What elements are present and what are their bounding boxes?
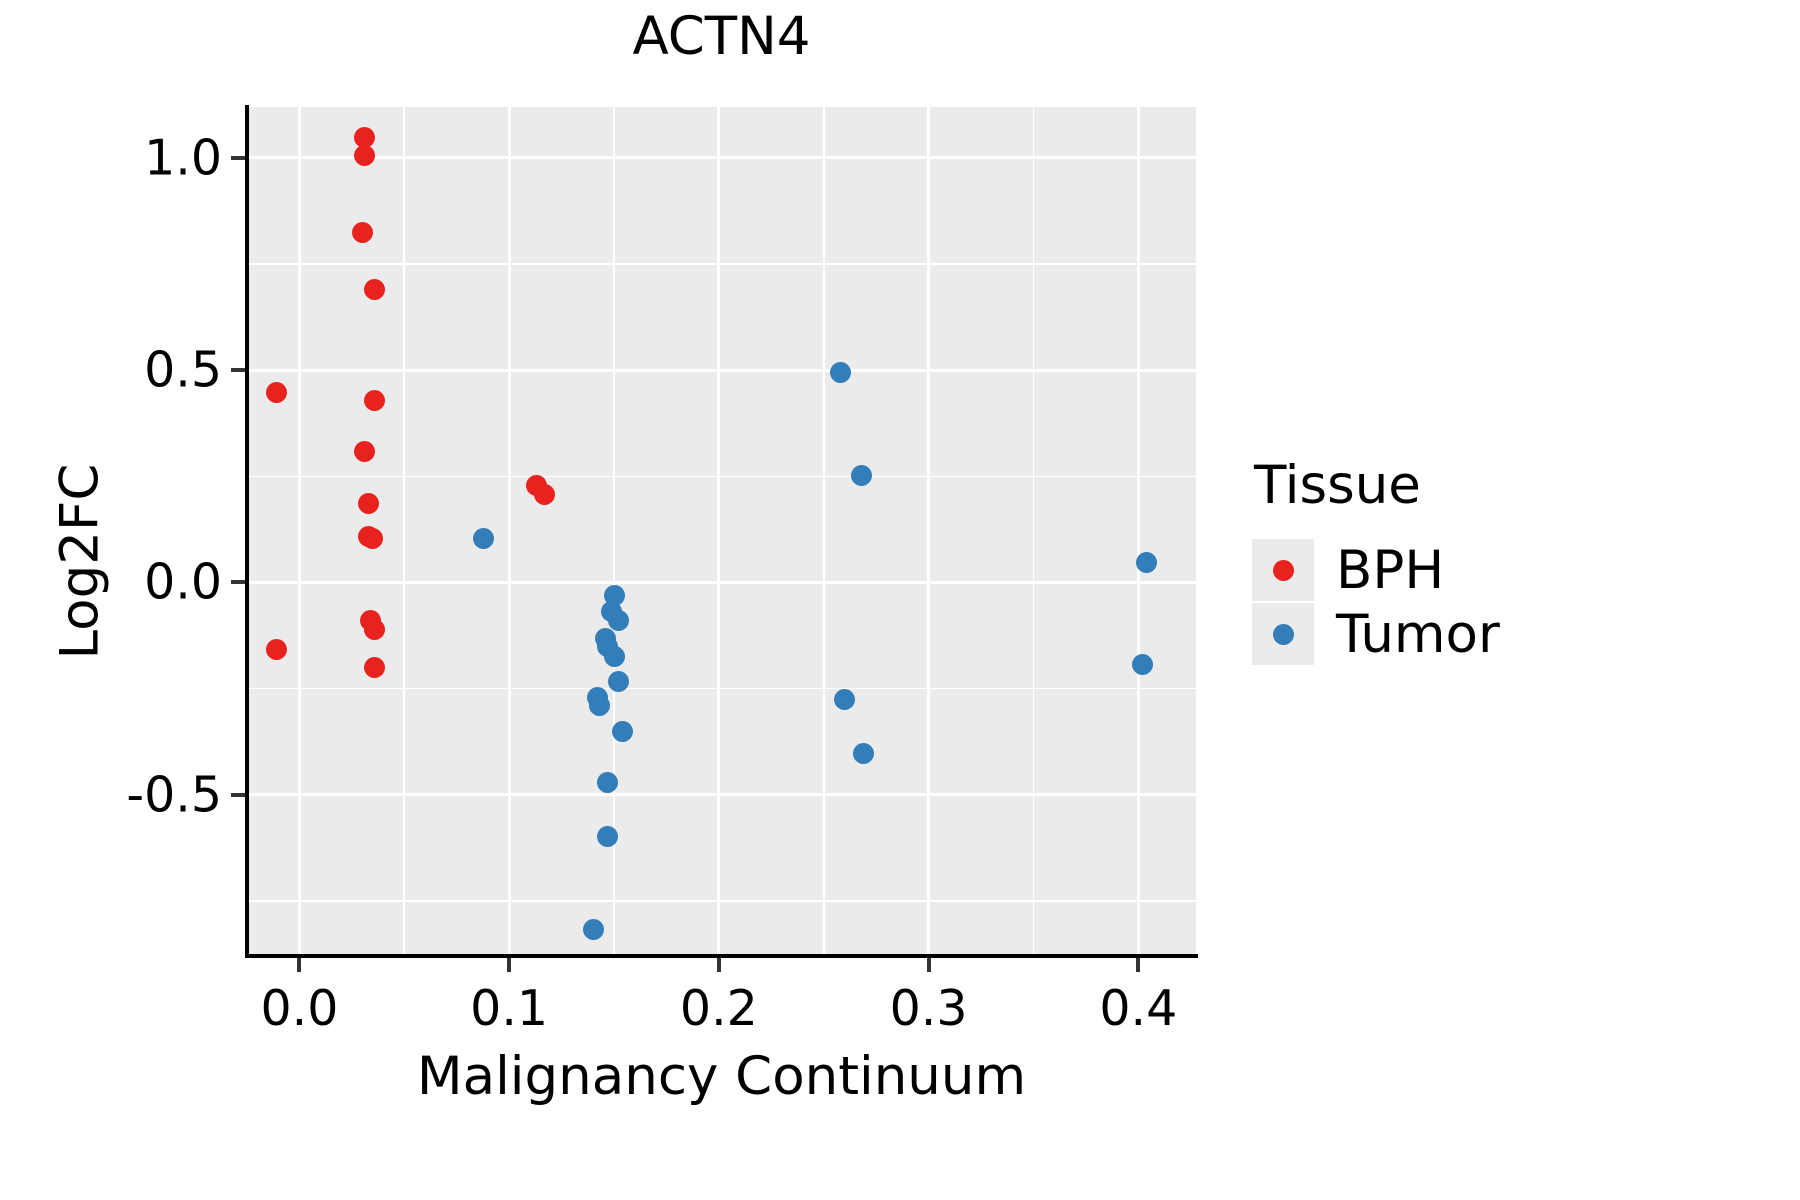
gridline-horizontal-minor: [247, 900, 1196, 902]
gridline-horizontal-major: [247, 793, 1196, 797]
legend-label: Tumor: [1336, 603, 1500, 665]
data-point-tumor: [1132, 653, 1154, 675]
legend-dot-icon: [1272, 623, 1294, 645]
data-point-tumor: [582, 919, 604, 941]
gridline-horizontal-minor: [247, 263, 1196, 265]
data-point-tumor: [834, 688, 856, 710]
x-axis-line: [245, 954, 1198, 958]
gridline-vertical-major: [717, 107, 721, 956]
gridline-horizontal-major: [247, 580, 1196, 584]
data-point-tumor: [473, 527, 495, 549]
y-tick-mark: [231, 792, 245, 797]
x-tick-mark: [507, 958, 512, 972]
data-point-bph: [534, 484, 556, 506]
y-axis-title: Log2FC: [49, 463, 111, 660]
data-point-tumor: [830, 362, 852, 384]
legend-item-bph[interactable]: BPH: [1252, 538, 1732, 602]
x-tick-label: 0.1: [470, 980, 549, 1037]
gridline-horizontal-minor: [247, 475, 1196, 478]
data-point-bph: [358, 492, 380, 514]
data-point-tumor: [1136, 552, 1158, 574]
x-tick-label: 0.3: [889, 980, 968, 1037]
data-point-bph: [265, 381, 287, 403]
y-tick-mark: [231, 155, 245, 160]
gridline-vertical-minor: [822, 107, 825, 956]
gridline-vertical-minor: [403, 107, 406, 956]
y-tick-label: 0.0: [144, 553, 222, 611]
legend: Tissue BPH Tumor: [1252, 455, 1732, 666]
gridline-horizontal-major: [247, 368, 1196, 372]
data-point-bph: [265, 638, 287, 660]
data-point-bph: [353, 127, 375, 149]
data-point-tumor: [853, 742, 875, 764]
data-point-tumor: [597, 772, 619, 794]
chart-title: ACTN4: [632, 6, 811, 67]
y-tick-label: 0.5: [144, 341, 222, 399]
x-tick-mark: [1136, 958, 1141, 972]
y-tick-mark: [231, 580, 245, 585]
data-point-tumor: [607, 670, 629, 692]
data-point-bph: [353, 145, 375, 167]
legend-key-swatch: [1252, 539, 1314, 601]
data-point-tumor: [603, 584, 625, 606]
x-tick-label: 0.2: [679, 980, 758, 1037]
data-point-bph: [351, 221, 373, 243]
x-tick-mark: [716, 958, 721, 972]
x-tick-label: 0.4: [1099, 980, 1178, 1037]
legend-key-swatch: [1252, 603, 1314, 665]
gridline-vertical-major: [927, 107, 931, 956]
x-tick-mark: [297, 958, 302, 972]
y-tick-label: 1.0: [144, 129, 222, 187]
legend-dot-icon: [1272, 559, 1294, 581]
y-tick-mark: [231, 368, 245, 373]
data-point-tumor: [850, 464, 872, 486]
plot-panel: [247, 107, 1196, 956]
data-point-tumor: [597, 825, 619, 847]
data-point-tumor: [603, 646, 625, 668]
gridline-horizontal-minor: [247, 687, 1196, 690]
gridline-vertical-minor: [613, 107, 615, 956]
gridline-vertical-major: [1136, 107, 1140, 956]
data-point-bph: [362, 527, 384, 549]
data-point-tumor: [588, 695, 610, 717]
gridline-vertical-major: [507, 107, 511, 956]
y-tick-label: -0.5: [126, 766, 222, 824]
data-point-bph: [364, 390, 386, 412]
data-point-tumor: [607, 610, 629, 632]
x-tick-label: 0.0: [260, 980, 339, 1037]
data-point-bph: [364, 618, 386, 640]
legend-item-tumor[interactable]: Tumor: [1252, 602, 1732, 666]
x-axis-title: Malignancy Continuum: [416, 1046, 1027, 1107]
data-point-bph: [364, 656, 386, 678]
data-point-bph: [364, 279, 386, 301]
gridline-vertical-minor: [1032, 107, 1035, 956]
legend-entries: BPH Tumor: [1252, 538, 1732, 666]
legend-title: Tissue: [1254, 455, 1421, 516]
data-point-bph: [353, 441, 375, 463]
gridline-horizontal-major: [247, 156, 1196, 160]
x-tick-mark: [926, 958, 931, 972]
y-axis-line: [245, 105, 249, 958]
legend-label: BPH: [1336, 539, 1445, 601]
gridline-vertical-major: [297, 107, 301, 956]
data-point-tumor: [611, 720, 633, 742]
